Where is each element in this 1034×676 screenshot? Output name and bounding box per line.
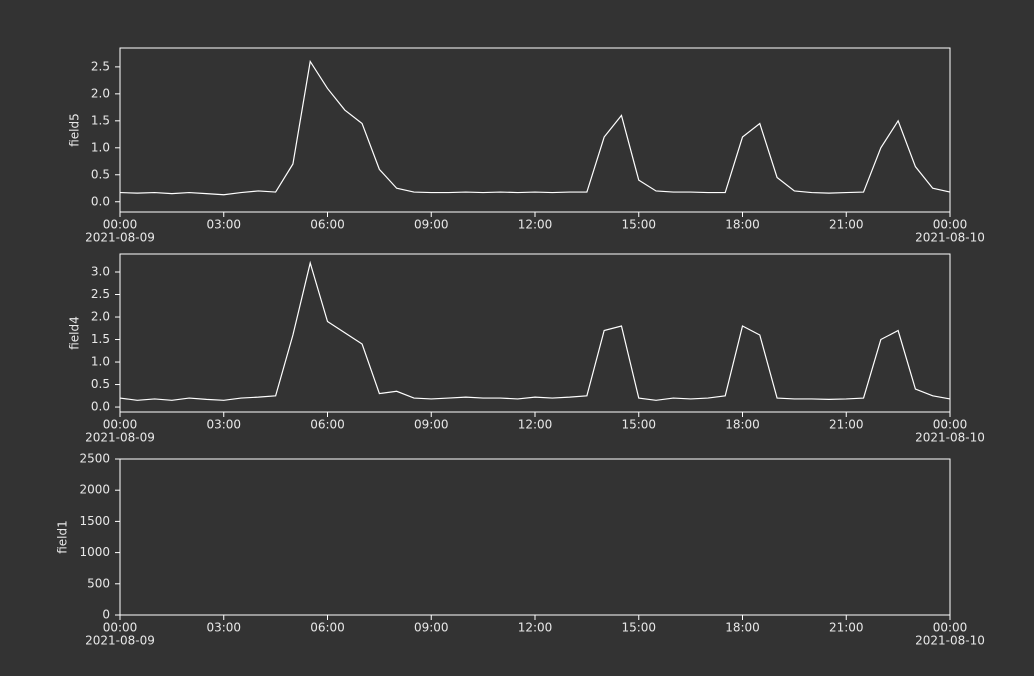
x-tick-label: 12:00 <box>518 418 553 432</box>
y-tick-label: 2.5 <box>91 287 110 301</box>
x-date-label: 2021-08-09 <box>85 231 155 245</box>
x-tick-label: 12:00 <box>518 218 553 232</box>
x-tick-label: 00:00 <box>933 418 968 432</box>
x-tick-label: 21:00 <box>829 418 864 432</box>
x-tick-label: 21:00 <box>829 621 864 635</box>
y-tick-label: 1.5 <box>91 113 110 127</box>
x-tick-label: 15:00 <box>621 218 656 232</box>
y-tick-label: 2.0 <box>91 310 110 324</box>
plot-frame <box>119 253 951 413</box>
y-tick-label: 2.0 <box>91 86 110 100</box>
x-tick-label: 06:00 <box>310 418 345 432</box>
series-line <box>119 59 951 196</box>
x-tick-label: 21:00 <box>829 218 864 232</box>
x-tick-label: 06:00 <box>310 218 345 232</box>
x-tick-label: 15:00 <box>621 621 656 635</box>
x-date-label: 2021-08-10 <box>915 231 985 245</box>
x-tick-label: 03:00 <box>206 418 241 432</box>
y-tick-label: 2500 <box>79 452 110 466</box>
x-tick-label: 18:00 <box>725 621 760 635</box>
x-tick-label: 03:00 <box>206 621 241 635</box>
x-tick-label: 06:00 <box>310 621 345 635</box>
x-tick-label: 00:00 <box>103 621 138 635</box>
x-tick-label: 18:00 <box>725 418 760 432</box>
x-tick-label: 00:00 <box>933 218 968 232</box>
x-tick-label: 09:00 <box>414 621 449 635</box>
y-tick-label: 3.0 <box>91 265 110 279</box>
x-tick-label: 00:00 <box>933 621 968 635</box>
y-tick-label: 0.5 <box>91 377 110 391</box>
x-date-label: 2021-08-10 <box>915 634 985 648</box>
y-axis-label: field4 <box>68 316 82 350</box>
y-tick-label: 1500 <box>79 514 110 528</box>
y-tick-label: 500 <box>87 576 110 590</box>
x-tick-label: 12:00 <box>518 621 553 635</box>
y-axis-label: field5 <box>68 113 82 147</box>
x-date-label: 2021-08-09 <box>85 431 155 445</box>
y-tick-label: 1.0 <box>91 355 110 369</box>
x-tick-label: 00:00 <box>103 418 138 432</box>
y-tick-label: 1.5 <box>91 332 110 346</box>
y-tick-label: 1000 <box>79 545 110 559</box>
y-tick-label: 0 <box>102 608 110 622</box>
x-date-label: 2021-08-09 <box>85 634 155 648</box>
y-tick-label: 0.0 <box>91 400 110 414</box>
y-tick-label: 1.0 <box>91 140 110 154</box>
y-tick-label: 2000 <box>79 483 110 497</box>
series-line <box>119 260 951 401</box>
x-tick-label: 00:00 <box>103 218 138 232</box>
x-tick-label: 09:00 <box>414 218 449 232</box>
y-tick-label: 0.5 <box>91 167 110 181</box>
x-tick-label: 15:00 <box>621 418 656 432</box>
plot-frame <box>119 47 951 213</box>
x-tick-label: 03:00 <box>206 218 241 232</box>
x-date-label: 2021-08-10 <box>915 431 985 445</box>
y-tick-label: 0.0 <box>91 194 110 208</box>
y-axis-label: field1 <box>56 520 70 554</box>
x-tick-label: 18:00 <box>725 218 760 232</box>
plot-frame <box>119 458 951 616</box>
x-tick-label: 09:00 <box>414 418 449 432</box>
y-tick-label: 2.5 <box>91 59 110 73</box>
